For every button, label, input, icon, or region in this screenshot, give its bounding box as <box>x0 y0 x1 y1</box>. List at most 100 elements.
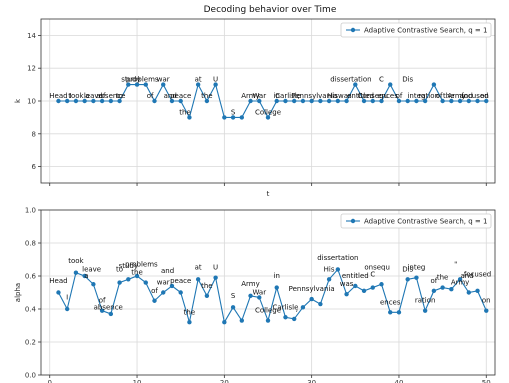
data-point <box>64 306 70 312</box>
token-label: problems <box>125 260 158 268</box>
data-point <box>222 115 227 120</box>
token-label: of <box>99 297 106 305</box>
token-label: U <box>213 264 218 272</box>
token-label: problems <box>126 76 159 84</box>
data-point <box>291 316 297 322</box>
token-label: and <box>164 92 177 100</box>
x-tick-label: 50 <box>482 379 491 383</box>
token-label: His <box>327 92 338 100</box>
data-point <box>73 270 79 275</box>
token-label: war <box>157 76 170 84</box>
x-tick-label: 30 <box>307 379 316 383</box>
token-label: leave <box>82 265 101 273</box>
token-label: onsequ <box>364 264 390 272</box>
data-point <box>239 115 245 120</box>
data-point <box>239 318 245 323</box>
token-label: peace <box>170 277 191 285</box>
data-point <box>143 280 148 285</box>
data-point <box>309 98 314 104</box>
token-label: , <box>297 92 299 100</box>
token-label: Carlisle <box>275 92 301 100</box>
token-label: War <box>252 288 266 296</box>
data-point <box>91 98 96 104</box>
data-point <box>388 310 393 315</box>
data-point <box>396 98 402 104</box>
token-label: dissertation <box>330 76 371 84</box>
token-label: in <box>274 92 280 100</box>
token-label: Pennsylvania <box>291 92 337 100</box>
token-label: Dis <box>402 76 413 84</box>
data-point <box>152 98 157 104</box>
data-point <box>318 301 323 307</box>
token-label: the <box>201 282 213 290</box>
data-point <box>283 315 288 320</box>
y-tick-label: 0.2 <box>25 339 36 347</box>
data-point <box>309 296 314 302</box>
token-label: and <box>161 267 174 275</box>
token-label: the <box>437 274 449 282</box>
token-label: Dis <box>402 265 413 273</box>
token-label: on <box>482 297 491 305</box>
x-axis-label: t <box>267 190 270 198</box>
data-point <box>344 291 349 297</box>
token-label: took <box>68 257 84 265</box>
token-label: of <box>147 92 154 100</box>
token-label: of <box>436 92 443 100</box>
data-point <box>422 308 428 313</box>
data-point <box>361 98 367 104</box>
legend-marker <box>350 27 356 33</box>
token-label: ences <box>380 298 401 306</box>
data-point <box>449 287 454 292</box>
token-label: College <box>255 307 281 315</box>
token-label: S <box>231 292 236 300</box>
y-tick-label: 0.4 <box>25 306 37 314</box>
data-point <box>414 98 419 104</box>
token-label: a <box>85 92 89 100</box>
token-label: study <box>119 262 138 270</box>
data-point <box>353 82 358 87</box>
legend-label: Adaptive Contrastive Search, q = 1 <box>364 218 487 226</box>
x-tick-label: 10 <box>133 379 142 383</box>
token-label: , <box>296 305 298 313</box>
token-label: Army <box>241 92 260 100</box>
data-point <box>143 82 148 87</box>
legend-box <box>340 22 492 38</box>
data-point <box>379 98 384 104</box>
data-point <box>117 280 122 285</box>
legend-label: Adaptive Contrastive Search, q = 1 <box>364 27 487 35</box>
token-label: U <box>213 76 218 84</box>
data-point <box>484 98 489 104</box>
token-label: the <box>179 108 191 116</box>
token-label: a <box>84 272 88 280</box>
token-label: leave <box>84 92 103 100</box>
data-point <box>440 98 445 104</box>
token-label: Army <box>451 279 470 287</box>
token-label: Army <box>241 280 260 288</box>
data-point <box>187 115 192 120</box>
legend-marker <box>350 218 356 224</box>
token-label: Consequ <box>358 92 388 100</box>
y-axis-label: alpha <box>14 283 22 302</box>
data-point <box>431 82 437 87</box>
data-point <box>318 98 323 104</box>
token-label: Head <box>49 277 67 285</box>
data-point <box>274 98 279 104</box>
token-label: absence <box>94 303 123 311</box>
data-point <box>64 98 70 104</box>
data-point <box>396 310 402 315</box>
data-point <box>361 288 367 294</box>
data-point <box>213 82 218 87</box>
data-point <box>82 273 87 279</box>
token-label: the <box>443 92 455 100</box>
data-point <box>300 305 306 310</box>
legend-box <box>340 213 492 229</box>
x-tick-label: 20 <box>220 379 229 383</box>
data-point <box>405 98 410 104</box>
data-point <box>457 98 463 104</box>
data-point <box>466 290 472 295</box>
data-point <box>117 98 122 104</box>
data-point <box>265 318 271 323</box>
data-point <box>126 277 131 282</box>
data-point <box>326 277 332 282</box>
data-point <box>370 285 375 290</box>
